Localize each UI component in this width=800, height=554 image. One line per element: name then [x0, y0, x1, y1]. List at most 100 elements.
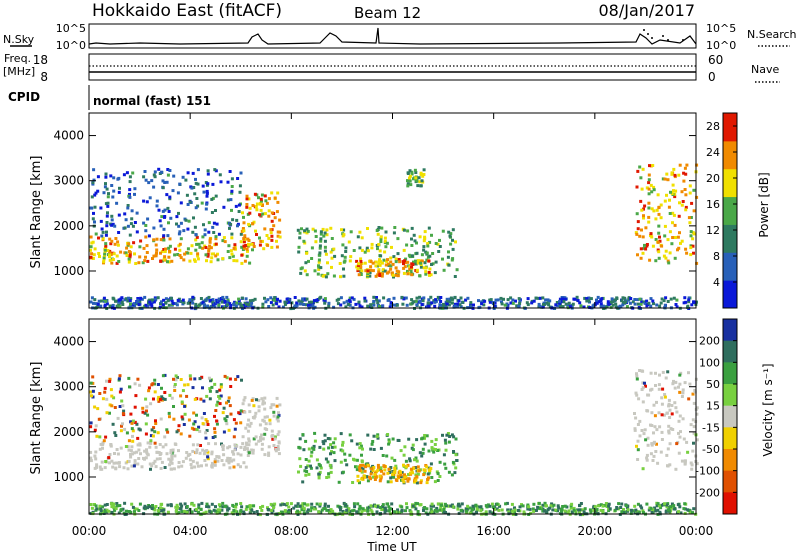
- heatmap-cell: [98, 255, 101, 258]
- heatmap-cell: [692, 441, 695, 445]
- heatmap-cell: [416, 472, 420, 476]
- heatmap-cell: [316, 272, 320, 276]
- heatmap-cell: [275, 239, 278, 243]
- heatmap-cell: [106, 211, 109, 215]
- heatmap-cell: [175, 215, 179, 219]
- heatmap-cell: [650, 387, 654, 391]
- heatmap-cell: [360, 236, 364, 240]
- heatmap-cell: [302, 507, 306, 511]
- heatmap-cell: [136, 436, 140, 440]
- heatmap-cell: [372, 434, 376, 438]
- heatmap-cell: [168, 393, 172, 397]
- heatmap-cell: [152, 426, 156, 430]
- heatmap-cell: [230, 185, 234, 188]
- heatmap-cell: [657, 383, 661, 387]
- heatmap-cell: [359, 506, 363, 510]
- heatmap-cell: [554, 303, 558, 307]
- heatmap-cell: [175, 508, 178, 512]
- heatmap-cell: [650, 235, 654, 239]
- heatmap-cell: [209, 299, 212, 302]
- heatmap-cell: [102, 191, 106, 195]
- heatmap-cell: [226, 250, 230, 253]
- heatmap-cell: [145, 448, 148, 452]
- heatmap-cell: [264, 300, 268, 304]
- colorbar-tick-label: 50: [706, 378, 720, 391]
- heatmap-cell: [405, 243, 409, 247]
- heatmap-cell: [360, 510, 364, 514]
- heatmap-cell: [297, 245, 301, 249]
- heatmap-cell: [167, 246, 171, 250]
- heatmap-cell: [490, 502, 494, 506]
- heatmap-cell: [386, 480, 390, 484]
- heatmap-cell: [679, 371, 683, 375]
- heatmap-cell: [692, 209, 696, 213]
- heatmap-cell: [240, 261, 244, 265]
- heatmap-cell: [270, 245, 274, 249]
- heatmap-cell: [423, 506, 427, 509]
- heatmap-cell: [493, 301, 497, 305]
- heatmap-cell: [259, 506, 262, 509]
- heatmap-cell: [506, 508, 510, 512]
- heatmap-cell: [406, 269, 409, 273]
- heatmap-cell: [408, 457, 412, 461]
- heatmap-cell: [409, 269, 413, 273]
- heatmap-cell: [389, 260, 393, 264]
- colorbar-tick-label: 100: [699, 356, 720, 369]
- heatmap-cell: [664, 296, 668, 300]
- heatmap-cell: [408, 176, 411, 180]
- heatmap-cell: [329, 466, 333, 470]
- heatmap-cell: [324, 252, 328, 256]
- heatmap-cell: [160, 395, 164, 399]
- heatmap-cell: [230, 191, 234, 195]
- heatmap-cell: [253, 414, 257, 418]
- heatmap-cell: [214, 254, 218, 258]
- heatmap-cell: [681, 391, 685, 395]
- heatmap-cell: [127, 242, 131, 246]
- heatmap-cell: [184, 218, 188, 222]
- heatmap-cell: [673, 256, 677, 260]
- heatmap-cell: [125, 253, 129, 257]
- heatmap-cell: [646, 436, 650, 440]
- heatmap-cell: [341, 443, 344, 447]
- heatmap-cell: [133, 420, 137, 424]
- heatmap-cell: [376, 468, 380, 472]
- colorbar-segment: [723, 405, 737, 428]
- heatmap-cell: [267, 236, 271, 240]
- heatmap-cell: [101, 446, 104, 450]
- heatmap-cell: [160, 460, 164, 464]
- heatmap-cell: [228, 377, 232, 381]
- heatmap-cell: [206, 304, 210, 308]
- heatmap-cell: [370, 467, 374, 471]
- heatmap-cell: [89, 255, 93, 259]
- heatmap-cell: [556, 504, 560, 508]
- heatmap-cell: [416, 261, 420, 265]
- heatmap-cell: [415, 296, 419, 300]
- heatmap-cell: [308, 304, 312, 308]
- heatmap-cell: [391, 273, 395, 277]
- heatmap-cell: [208, 239, 212, 243]
- heatmap-cell: [242, 215, 245, 219]
- heatmap-cell: [219, 385, 223, 389]
- heatmap-cell: [418, 295, 422, 299]
- heatmap-cell: [436, 449, 440, 452]
- heatmap-cell: [195, 507, 198, 511]
- heatmap-cell: [442, 453, 446, 457]
- heatmap-cell: [642, 207, 645, 211]
- heatmap-cell: [695, 412, 699, 416]
- heatmap-cell: [655, 504, 659, 508]
- heatmap-cell: [438, 475, 442, 478]
- heatmap-cell: [570, 510, 574, 514]
- heatmap-cell: [404, 459, 408, 463]
- heatmap-cell: [212, 508, 216, 512]
- heatmap-cell: [654, 259, 658, 263]
- heatmap-cell: [636, 220, 640, 224]
- heatmap-cell: [254, 442, 258, 446]
- heatmap-cell: [380, 274, 384, 278]
- heatmap-cell: [147, 181, 151, 185]
- heatmap-cell: [359, 260, 363, 263]
- heatmap-cell: [272, 298, 276, 302]
- heatmap-cell: [214, 194, 218, 198]
- heatmap-cell: [104, 202, 108, 206]
- heatmap-cell: [232, 418, 236, 422]
- heatmap-cell: [331, 509, 335, 513]
